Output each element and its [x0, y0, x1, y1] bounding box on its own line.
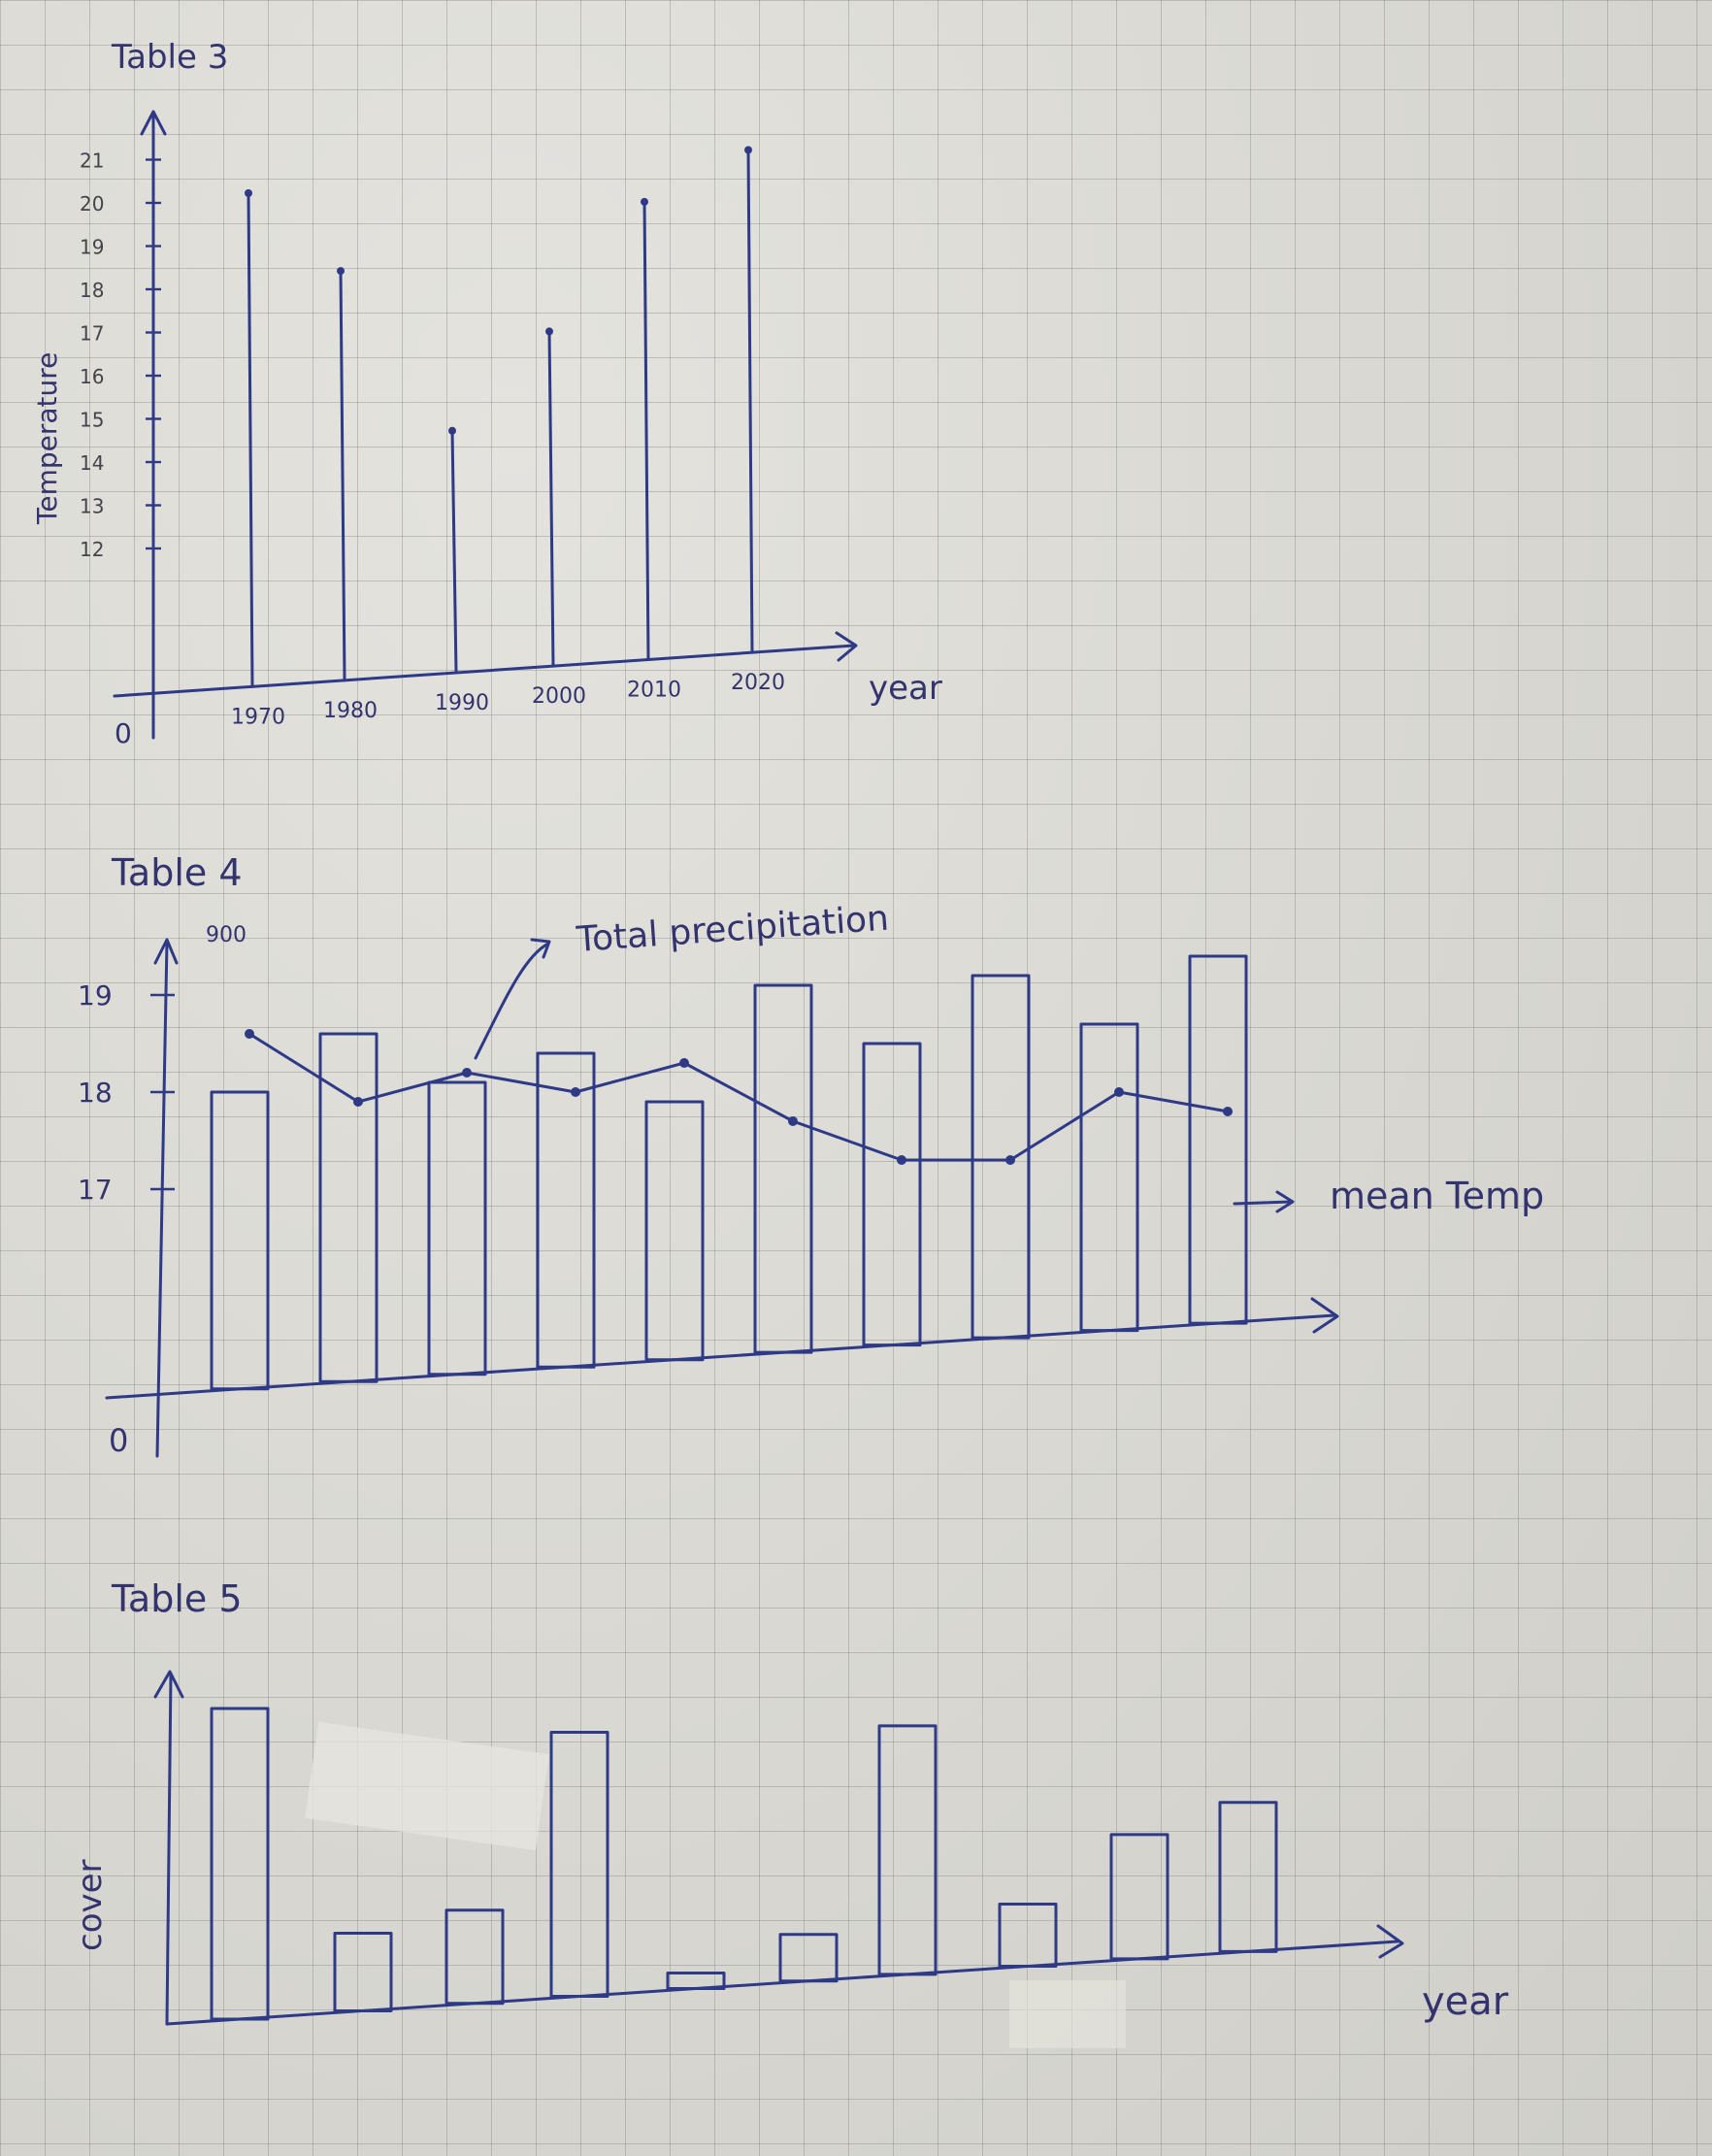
table3-y-tick-label: 15 — [80, 409, 104, 432]
table4-line-point — [788, 1116, 798, 1126]
table4-secondary-tick: 900 — [206, 923, 247, 947]
table3-stem-1990 — [450, 429, 458, 675]
table5-bar — [549, 1731, 609, 1999]
table4-line-label-arrow — [474, 938, 551, 1060]
table3-stem-top — [744, 146, 752, 154]
chart-table-5: Table 5 cover year — [71, 1577, 1509, 2048]
table4-line-point — [1114, 1087, 1124, 1097]
table4-line-point — [571, 1087, 580, 1097]
table4-y-axis-arrow — [153, 938, 179, 965]
table4-x-axis-arrow — [1310, 1297, 1339, 1334]
table4-bar-label-arrow — [1233, 1190, 1295, 1213]
table3-stem-2000 — [547, 329, 555, 668]
table3-y-tick-label: 20 — [80, 192, 104, 216]
table3-stem-top — [641, 197, 648, 206]
table4-y-tick-label: 17 — [78, 1174, 113, 1206]
table4-bar — [971, 974, 1031, 1340]
table3-stem-2020 — [746, 149, 754, 654]
table5-bar — [210, 1707, 270, 2021]
table3-stem-1970 — [247, 191, 254, 688]
table3-x-tick-label: 1970 — [231, 705, 285, 729]
table4-y-axis — [155, 940, 169, 1458]
table4-line-point — [1223, 1107, 1233, 1116]
table3-stem-2010 — [642, 200, 650, 661]
table3-stem-top — [337, 267, 345, 276]
table5-bar — [444, 1908, 505, 2006]
table4-bar — [1188, 954, 1248, 1325]
table3-stem-top — [448, 426, 456, 435]
table3-y-tick-label: 21 — [80, 149, 104, 173]
table3-y-tick-label: 14 — [80, 451, 104, 475]
table3-y-tick-label: 17 — [80, 322, 104, 346]
table3-stem-top — [545, 327, 553, 336]
table5-bar — [1218, 1801, 1278, 1953]
table4-line-point — [462, 1068, 472, 1078]
table3-y-tick-label: 13 — [80, 495, 104, 518]
table5-x-axis-label: year — [1422, 1979, 1509, 2024]
table5-bar — [666, 1971, 726, 1990]
table4-bar — [862, 1042, 922, 1347]
table4-bar — [753, 983, 813, 1354]
table5-bar — [333, 1931, 393, 2012]
table3-y-axis-arrow — [140, 110, 167, 136]
table4-x-axis — [105, 1313, 1336, 1400]
table4-line-point — [679, 1058, 689, 1068]
table4-line-point — [1005, 1155, 1015, 1165]
table4-bar — [1079, 1022, 1139, 1333]
table3-title: Table 3 — [111, 38, 228, 77]
table5-x-axis-arrow — [1376, 1924, 1404, 1959]
tape-mark — [305, 1721, 549, 1851]
table4-line-point — [245, 1029, 254, 1039]
table4-precipitation-line — [247, 1032, 1230, 1162]
chart-table-4: Table 4 0 900 17 18 19 Total precipitation… — [78, 851, 1544, 1459]
table3-x-tick-label: 2010 — [627, 678, 681, 702]
table3-x-tick-label: 1980 — [323, 699, 378, 723]
table3-x-tick-label: 1990 — [435, 691, 489, 715]
table3-y-tick-label: 12 — [80, 538, 104, 561]
table3-y-axis-label: Temperature — [31, 352, 63, 525]
table4-y-tick-label: 18 — [78, 1077, 113, 1109]
table3-stem-top — [245, 189, 252, 197]
table5-bar — [778, 1933, 839, 1983]
table4-title: Table 4 — [111, 851, 243, 894]
table4-line-point — [353, 1097, 363, 1107]
table3-y-tick-label: 16 — [80, 365, 104, 388]
table3-x-tick-label: 2000 — [532, 684, 586, 709]
table5-y-axis-label: cover — [71, 1859, 110, 1951]
table3-origin-label: 0 — [115, 717, 132, 749]
table3-stem-1980 — [339, 269, 346, 682]
table3-x-axis-label: year — [869, 669, 942, 708]
table3-x-axis — [113, 644, 856, 698]
table3-x-tick-label: 2020 — [731, 671, 785, 695]
table4-bar — [318, 1032, 379, 1383]
table4-bar — [644, 1100, 705, 1362]
table5-y-axis — [165, 1673, 173, 2026]
table5-bar — [998, 1903, 1058, 1969]
table5-bar — [1109, 1833, 1169, 1961]
table5-title: Table 5 — [111, 1577, 243, 1620]
table4-bar — [427, 1080, 487, 1377]
table3-y-tick-label: 19 — [80, 236, 104, 259]
table4-line-point — [897, 1155, 906, 1165]
table5-bar — [877, 1724, 938, 1976]
table4-bar — [536, 1051, 596, 1369]
tape-mark — [1009, 1980, 1126, 2048]
table4-y-tick-label: 19 — [78, 979, 113, 1012]
table3-x-axis-arrow — [835, 631, 858, 662]
chart-table-3: Table 3 Temperature year 0 12 13 14 15 16 17 1… — [31, 38, 942, 749]
table4-origin-label: 0 — [109, 1422, 128, 1459]
table5-y-axis-arrow — [153, 1670, 184, 1699]
table4-bar — [210, 1090, 270, 1391]
table4-bar-label: mean Temp — [1330, 1175, 1544, 1217]
table3-y-tick-label: 18 — [80, 279, 104, 302]
table4-line-label: Total precipitation — [575, 899, 890, 960]
